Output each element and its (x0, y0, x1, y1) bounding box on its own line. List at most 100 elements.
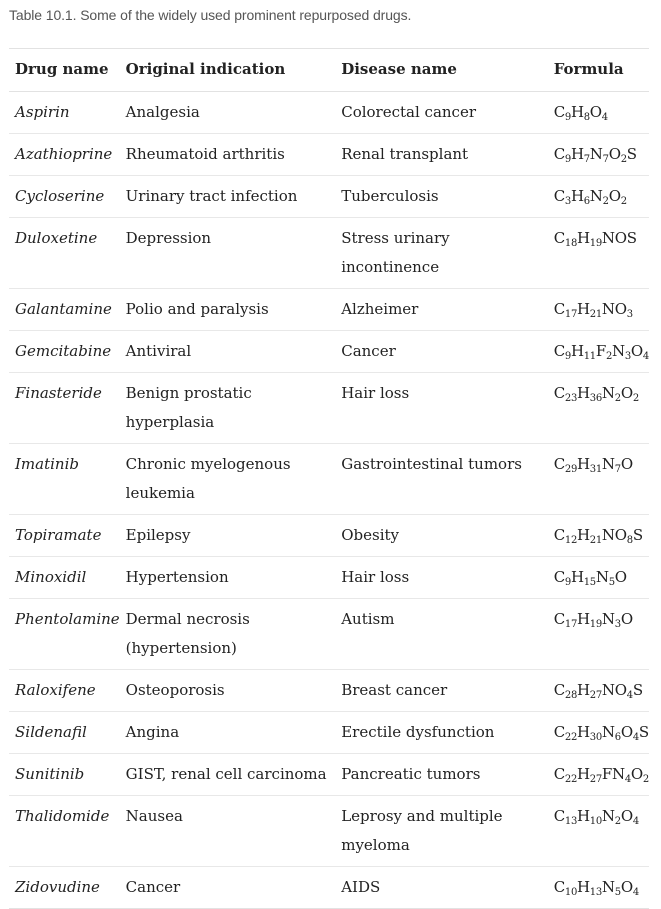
formula-element: H (570, 103, 584, 121)
original-indication-cell: Depression (125, 229, 212, 247)
formula-cell: C12H21NO8S (548, 515, 649, 557)
formula-subscript: 3 (614, 619, 621, 630)
formula-cell: C9H7N7O2S (548, 134, 649, 176)
formula-subscript: 10 (589, 816, 602, 827)
drug-name-cell: Cycloserine (15, 187, 105, 205)
formula-subscript: 2 (642, 774, 649, 785)
formula-element: N (601, 384, 615, 402)
formula-cell: C10H13N5O4 (548, 867, 649, 909)
formula-subscript: 7 (602, 154, 609, 165)
formula-element: N (601, 455, 615, 473)
formula-subscript: 9 (564, 351, 571, 362)
formula-subscript: 5 (608, 577, 615, 588)
formula-subscript: 36 (589, 393, 602, 404)
formula-element: H (570, 342, 584, 360)
formula-subscript: 29 (564, 464, 578, 475)
formula-element: C (553, 187, 565, 205)
original-indication-cell: Osteoporosis (125, 681, 225, 699)
drug-name-cell: Galantamine (15, 300, 112, 318)
formula-subscript: 3 (624, 351, 631, 362)
drug-name-cell: Sunitinib (15, 765, 85, 783)
formula-subscript: 4 (624, 774, 631, 785)
disease-name-cell: Obesity (341, 526, 399, 544)
formula-element: S (632, 526, 643, 544)
table-row: Finasteride Benign prostatic hyperplasia H… (9, 373, 649, 444)
formula-subscript: 17 (564, 309, 578, 320)
original-indication-cell: Epilepsy (125, 526, 191, 544)
drug-name-cell: Minoxidil (15, 568, 87, 586)
formula-element: S (626, 145, 637, 163)
table-row: Phentolamine Dermal necrosis (hypertensio… (9, 599, 649, 670)
formula-subscript: 7 (614, 464, 621, 475)
disease-name-cell: Pancreatic tumors (341, 765, 481, 783)
formula-subscript: 12 (564, 535, 578, 546)
formula-element: O (614, 568, 627, 586)
original-indication-cell: Cancer (125, 878, 181, 896)
formula-subscript: 3 (626, 309, 633, 320)
formula-cell: C9H8O4 (548, 92, 649, 134)
drug-name-cell: Imatinib (15, 455, 79, 473)
disease-name-cell: Erectile dysfunction (341, 723, 495, 741)
formula-subscript: 3 (564, 196, 571, 207)
drug-name-cell: Aspirin (15, 103, 70, 121)
formula-subscript: 6 (583, 196, 590, 207)
formula-element: N (601, 610, 615, 628)
formula-element: H (570, 187, 584, 205)
drug-name-cell: Sildenafil (15, 723, 87, 741)
table-header-row: Drug name Original indication Disease na… (9, 48, 649, 92)
formula-element: FN (601, 765, 625, 783)
formula-cell: C23H36N2O2 (548, 373, 649, 444)
formula-element: C (553, 807, 565, 825)
formula-subscript: 2 (620, 196, 627, 207)
formula-element: O (630, 342, 643, 360)
table-caption: Table 10.1. Some of the widely used prom… (9, 7, 411, 23)
formula-element: C (553, 878, 565, 896)
formula-element: O (608, 145, 621, 163)
original-indication-cell: Dermal necrosis (hypertension) (125, 610, 250, 657)
formula-subscript: 2 (632, 393, 639, 404)
formula-element: F (595, 342, 606, 360)
formula-element: C (553, 723, 565, 741)
formula-subscript: 2 (614, 393, 621, 404)
formula-element: NO (601, 300, 627, 318)
formula-cell: C29H31N7O (548, 444, 649, 515)
disease-name-cell: Leprosy and multiple myeloma (341, 807, 503, 854)
formula-element: C (553, 103, 565, 121)
formula-element: N (595, 568, 609, 586)
formula-subscript: 4 (642, 351, 649, 362)
original-indication-cell: Antiviral (125, 342, 192, 360)
formula-subscript: 19 (589, 238, 602, 249)
disease-name-cell: Renal transplant (341, 145, 469, 163)
drug-name-cell: Azathioprine (15, 145, 113, 163)
formula-subscript: 21 (589, 535, 602, 546)
original-indication-cell: Polio and paralysis (125, 300, 269, 318)
disease-name-cell: Autism (341, 610, 395, 628)
repurposed-drugs-table: Drug name Original indication Disease na… (9, 48, 649, 909)
formula-element: C (553, 681, 565, 699)
formula-cell: C22H30N6O4S (548, 712, 649, 754)
disease-name-cell: Hair loss (341, 568, 410, 586)
formula-element: H (577, 610, 590, 628)
drug-name-cell: Thalidomide (15, 807, 110, 825)
formula-element: C (553, 342, 565, 360)
formula-cell: C28H27NO4S (548, 670, 649, 712)
table-row: Cycloserine Urinary tract infection Tuberc… (9, 176, 649, 218)
formula-element: O (620, 384, 633, 402)
formula-cell: C13H10N2O4 (548, 796, 649, 867)
formula-subscript: 22 (564, 774, 578, 785)
formula-subscript: 2 (620, 154, 627, 165)
formula-element: H (577, 681, 590, 699)
formula-subscript: 7 (583, 154, 590, 165)
table-row: Aspirin Analgesia Colorectal cancer C9H8O4 (9, 92, 649, 134)
formula-element: H (570, 145, 584, 163)
formula-element: H (570, 568, 584, 586)
formula-cell: C9H11F2N3O4 (548, 331, 650, 373)
formula-subscript: 11 (583, 351, 596, 362)
formula-element: C (553, 526, 565, 544)
table-row: Minoxidil Hypertension Hair loss C9H15N5O (9, 557, 649, 599)
table-row: Azathioprine Rheumatoid arthritis Renal tr… (9, 134, 649, 176)
disease-name-cell: Tuberculosis (341, 187, 439, 205)
formula-subscript: 22 (564, 732, 578, 743)
table-row: Sildenafil Angina Erectile dysfunction C22H… (9, 712, 649, 754)
formula-subscript: 8 (583, 112, 590, 123)
